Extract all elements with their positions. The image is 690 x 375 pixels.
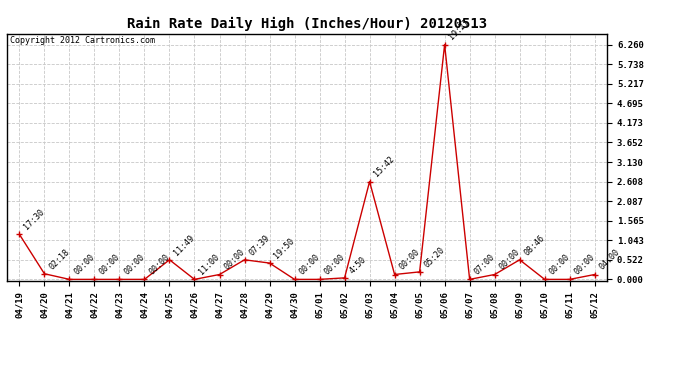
Text: 11:00: 11:00 bbox=[197, 252, 221, 277]
Text: 19:50: 19:50 bbox=[273, 236, 296, 260]
Text: 17:30: 17:30 bbox=[22, 207, 46, 232]
Text: 07:39: 07:39 bbox=[247, 233, 271, 257]
Text: 11:49: 11:49 bbox=[172, 233, 196, 257]
Text: 00:00: 00:00 bbox=[122, 252, 146, 277]
Text: 05:20: 05:20 bbox=[422, 245, 446, 269]
Title: Rain Rate Daily High (Inches/Hour) 20120513: Rain Rate Daily High (Inches/Hour) 20120… bbox=[127, 17, 487, 31]
Text: 00:00: 00:00 bbox=[297, 252, 322, 277]
Text: 00:00: 00:00 bbox=[547, 252, 571, 277]
Text: 00:00: 00:00 bbox=[397, 248, 422, 272]
Text: 00:00: 00:00 bbox=[222, 248, 246, 272]
Text: 19:27: 19:27 bbox=[447, 18, 471, 42]
Text: 15:42: 15:42 bbox=[373, 155, 396, 179]
Text: 04:00: 04:00 bbox=[598, 248, 622, 272]
Text: Copyright 2012 Cartronics.com: Copyright 2012 Cartronics.com bbox=[10, 36, 155, 45]
Text: 00:00: 00:00 bbox=[322, 252, 346, 277]
Text: 00:00: 00:00 bbox=[497, 248, 522, 272]
Text: 02:18: 02:18 bbox=[47, 247, 71, 271]
Text: 00:00: 00:00 bbox=[573, 252, 596, 277]
Text: 07:00: 07:00 bbox=[473, 252, 496, 277]
Text: 00:00: 00:00 bbox=[72, 252, 96, 277]
Text: 4:50: 4:50 bbox=[347, 255, 368, 275]
Text: 00:00: 00:00 bbox=[147, 252, 171, 277]
Text: 08:46: 08:46 bbox=[522, 233, 546, 257]
Text: 00:00: 00:00 bbox=[97, 252, 121, 277]
